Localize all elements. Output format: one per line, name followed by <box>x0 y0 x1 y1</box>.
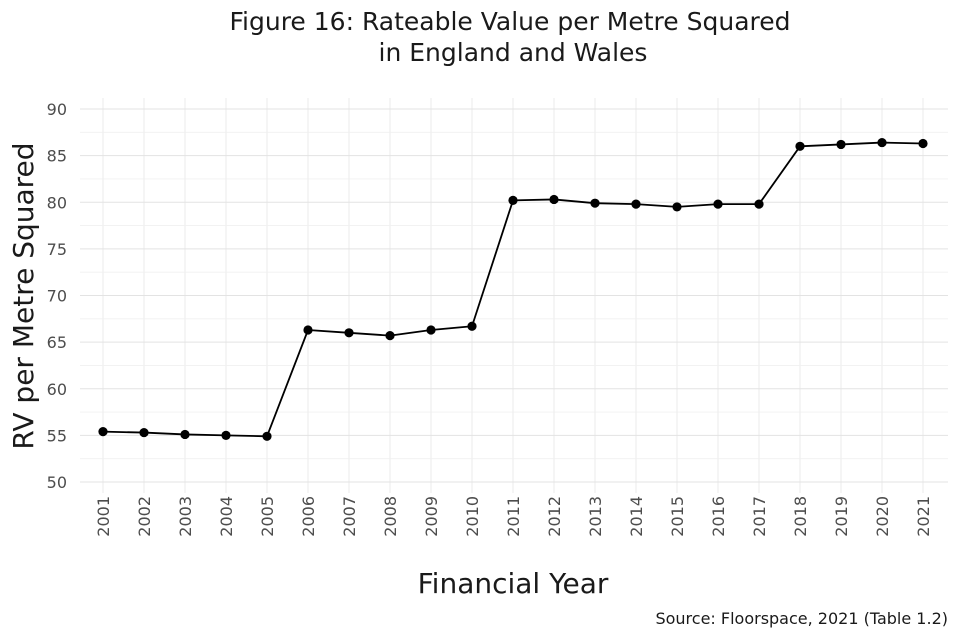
data-point-2002 <box>139 427 149 438</box>
data-point-2004 <box>221 430 231 440</box>
x-tick-label: 2005 <box>258 496 277 537</box>
x-tick-label: 2018 <box>791 496 810 537</box>
x-tick-label: 2004 <box>217 496 236 537</box>
y-tick-label: 60 <box>47 380 67 399</box>
y-axis-ticks: 50 55 60 65 70 75 80 85 90 <box>47 100 67 492</box>
x-tick-label: 2009 <box>422 496 441 537</box>
x-axis-ticks: 2001 2002 2003 2004 2005 2006 2007 2008 2009 2010… <box>94 496 933 537</box>
source-note: Source: Floorspace, 2021 (Table 1.2) <box>655 609 948 628</box>
y-tick-label: 85 <box>47 147 67 166</box>
y-tick-label: 75 <box>47 240 67 259</box>
data-point-2009 <box>426 325 436 335</box>
data-point-2020 <box>877 137 887 148</box>
y-tick-label: 65 <box>47 333 67 352</box>
data-point-2012 <box>549 194 559 205</box>
x-tick-label: 2003 <box>176 496 195 537</box>
data-point-2001 <box>98 427 108 437</box>
x-tick-label: 2016 <box>709 496 728 537</box>
x-tick-label: 2015 <box>668 496 687 537</box>
data-point-2011 <box>508 195 518 205</box>
x-tick-label: 2021 <box>914 496 933 537</box>
x-tick-label: 2019 <box>832 496 851 537</box>
x-tick-label: 2014 <box>627 496 646 537</box>
data-point-2003 <box>180 429 190 440</box>
x-tick-label: 2012 <box>545 496 564 537</box>
x-tick-label: 2007 <box>340 496 359 537</box>
y-tick-label: 50 <box>47 473 67 492</box>
y-tick-label: 80 <box>47 193 67 212</box>
data-point-2007 <box>344 328 354 338</box>
data-series <box>98 137 928 441</box>
data-point-2010 <box>467 321 477 331</box>
data-point-2006 <box>303 325 313 335</box>
x-tick-label: 2013 <box>586 496 605 537</box>
data-point-2005 <box>262 431 272 441</box>
data-point-2018 <box>795 141 805 151</box>
data-point-2008 <box>385 330 395 341</box>
x-tick-label: 2002 <box>135 496 154 537</box>
x-tick-label: 2010 <box>463 496 482 537</box>
data-point-2015 <box>672 202 682 212</box>
x-axis-label: Financial Year <box>418 567 609 600</box>
chart-title-line-1: Figure 16: Rateable Value per Metre Squa… <box>229 7 790 36</box>
x-tick-label: 2001 <box>94 496 113 537</box>
y-tick-label: 90 <box>47 100 67 119</box>
data-point-2014 <box>631 199 641 209</box>
data-point-2016 <box>713 199 723 209</box>
x-tick-label: 2020 <box>873 496 892 537</box>
y-tick-label: 70 <box>47 287 67 306</box>
data-point-2013 <box>590 198 600 208</box>
chart-title-line-2: in England and Wales <box>379 38 648 67</box>
x-tick-label: 2011 <box>504 496 523 537</box>
x-tick-label: 2017 <box>750 496 769 537</box>
x-tick-label: 2008 <box>381 496 400 537</box>
y-axis-label: RV per Metre Squared <box>7 142 40 449</box>
data-point-2017 <box>754 199 764 209</box>
y-tick-label: 55 <box>47 426 67 445</box>
x-tick-label: 2006 <box>299 496 318 537</box>
data-point-2021 <box>918 138 928 149</box>
data-point-2019 <box>836 139 846 150</box>
grid-lines <box>80 98 948 493</box>
